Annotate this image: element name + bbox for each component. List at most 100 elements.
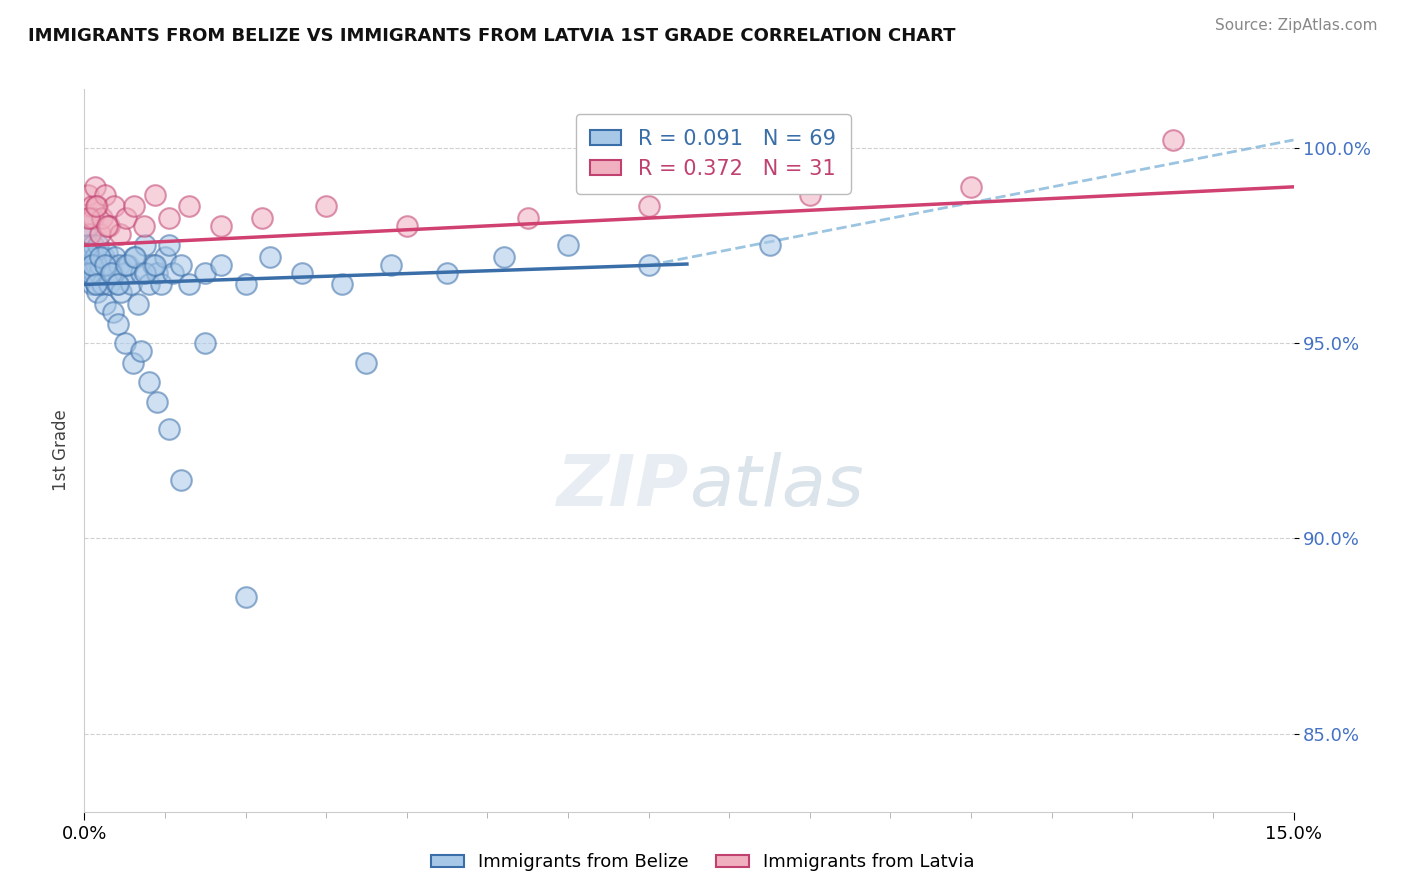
Point (82, 258, 104, 272)
Text: atlas: atlas (689, 452, 863, 521)
Point (77, 258, 100, 272)
Point (758, 238, 780, 252)
Point (124, 250, 146, 264)
Point (291, 266, 314, 280)
Point (194, 336, 217, 351)
Point (134, 266, 156, 280)
Point (76, 250, 98, 264)
Point (1161, 133, 1184, 147)
Point (110, 285, 132, 300)
Point (960, 179, 983, 194)
Point (179, 199, 201, 213)
Point (117, 258, 139, 272)
Point (75, 227, 97, 241)
Point (250, 211, 273, 225)
Point (76, 211, 98, 225)
Point (93, 250, 115, 264)
Point (108, 258, 131, 272)
Point (94, 187, 117, 202)
Point (96, 219, 118, 233)
Point (114, 336, 136, 351)
Point (129, 343, 152, 358)
Point (82, 211, 104, 225)
Point (97, 277, 120, 292)
Point (87, 238, 110, 252)
Point (77, 238, 100, 252)
Point (107, 317, 129, 331)
Text: IMMIGRANTS FROM BELIZE VS IMMIGRANTS FROM LATVIA 1ST GRADE CORRELATION CHART: IMMIGRANTS FROM BELIZE VS IMMIGRANTS FRO… (28, 27, 956, 45)
Point (157, 238, 180, 252)
Point (103, 199, 125, 213)
Point (84, 277, 107, 292)
Y-axis label: 1st Grade: 1st Grade (52, 409, 70, 491)
Point (799, 187, 821, 202)
Point (356, 355, 378, 369)
Point (516, 211, 538, 225)
Point (100, 266, 122, 280)
Point (115, 211, 138, 225)
Point (105, 277, 128, 292)
Legend: R = 0.091   N = 69, R = 0.372   N = 31: R = 0.091 N = 69, R = 0.372 N = 31 (575, 114, 851, 194)
Point (98, 219, 121, 233)
Point (395, 219, 418, 233)
Point (436, 266, 458, 280)
Point (129, 266, 152, 280)
Point (87, 266, 110, 280)
Point (146, 394, 169, 409)
Point (330, 277, 353, 292)
Point (89, 250, 111, 264)
Point (235, 277, 257, 292)
Point (209, 219, 232, 233)
Point (101, 266, 124, 280)
Point (127, 297, 149, 311)
Point (104, 250, 127, 264)
Point (138, 375, 160, 389)
Point (132, 219, 155, 233)
Point (86, 199, 108, 213)
Point (83, 250, 105, 264)
Point (149, 277, 172, 292)
Point (143, 187, 166, 202)
Point (77, 187, 100, 202)
Point (83, 266, 105, 280)
Point (84, 277, 107, 292)
Point (315, 199, 337, 213)
Point (157, 211, 180, 225)
Point (120, 277, 142, 292)
Point (134, 238, 156, 252)
Point (80, 277, 103, 292)
Point (557, 238, 579, 252)
Point (194, 266, 217, 280)
Text: Source: ZipAtlas.com: Source: ZipAtlas.com (1215, 18, 1378, 33)
Point (162, 266, 184, 280)
Point (80, 199, 103, 213)
Point (637, 258, 659, 272)
Point (93, 258, 115, 272)
Point (143, 258, 166, 272)
Point (82, 258, 104, 272)
Point (124, 199, 146, 213)
Point (235, 590, 257, 604)
Point (492, 250, 515, 264)
Point (89, 258, 111, 272)
Point (82, 238, 104, 252)
Point (79, 227, 101, 241)
Point (170, 258, 193, 272)
Point (380, 258, 402, 272)
Point (107, 277, 129, 292)
Point (94, 297, 117, 311)
Point (98, 258, 121, 272)
Legend: Immigrants from Belize, Immigrants from Latvia: Immigrants from Belize, Immigrants from … (425, 847, 981, 879)
Point (124, 250, 146, 264)
Point (89, 227, 111, 241)
Point (101, 305, 124, 319)
Point (637, 199, 659, 213)
Point (83, 179, 105, 194)
Point (146, 266, 169, 280)
Point (86, 285, 108, 300)
Point (80, 246, 103, 260)
Text: ZIP: ZIP (557, 452, 689, 521)
Point (153, 250, 176, 264)
Point (91, 211, 114, 225)
Point (259, 250, 281, 264)
